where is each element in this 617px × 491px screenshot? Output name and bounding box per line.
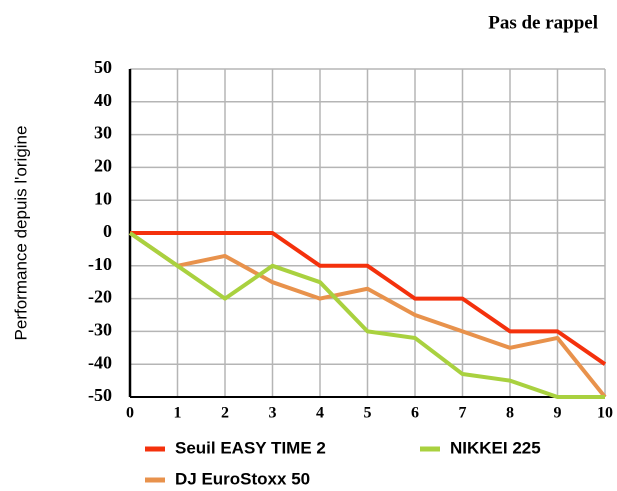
- y-tick-label: 40: [94, 90, 112, 110]
- legend-label: DJ EuroStoxx 50: [175, 469, 310, 488]
- y-tick-label: 10: [94, 188, 112, 208]
- x-tick-label: 4: [316, 405, 324, 422]
- series-line: [130, 231, 607, 366]
- y-tick-label: 30: [94, 123, 112, 143]
- y-axis-label: Performance depuis l'origine: [11, 126, 30, 341]
- x-tick-label: 1: [174, 405, 182, 422]
- y-tick-label: 20: [94, 156, 112, 176]
- x-tick-label: 5: [364, 405, 372, 422]
- y-tick-label: -20: [88, 287, 112, 307]
- y-tick-label: -40: [88, 352, 112, 372]
- legend-label: NIKKEI 225: [450, 438, 541, 457]
- series-line: [128, 231, 605, 399]
- series-line: [128, 231, 607, 399]
- x-tick-label: 10: [597, 405, 613, 422]
- x-tick-label: 3: [269, 405, 277, 422]
- y-tick-label: -30: [88, 320, 112, 340]
- x-tick-label: 8: [506, 405, 514, 422]
- y-tick-label: 50: [94, 57, 112, 77]
- legend-label: Seuil EASY TIME 2: [175, 438, 326, 457]
- y-tick-label: -50: [88, 385, 112, 405]
- x-tick-label: 2: [221, 405, 229, 422]
- y-tick-label: 0: [103, 221, 112, 241]
- x-tick-label: 9: [554, 405, 562, 422]
- x-tick-label: 7: [459, 405, 467, 422]
- x-tick-label: 0: [126, 405, 134, 422]
- y-tick-label: -10: [88, 254, 112, 274]
- chart-title: Pas de rappel: [488, 12, 598, 33]
- x-tick-label: 6: [411, 405, 419, 422]
